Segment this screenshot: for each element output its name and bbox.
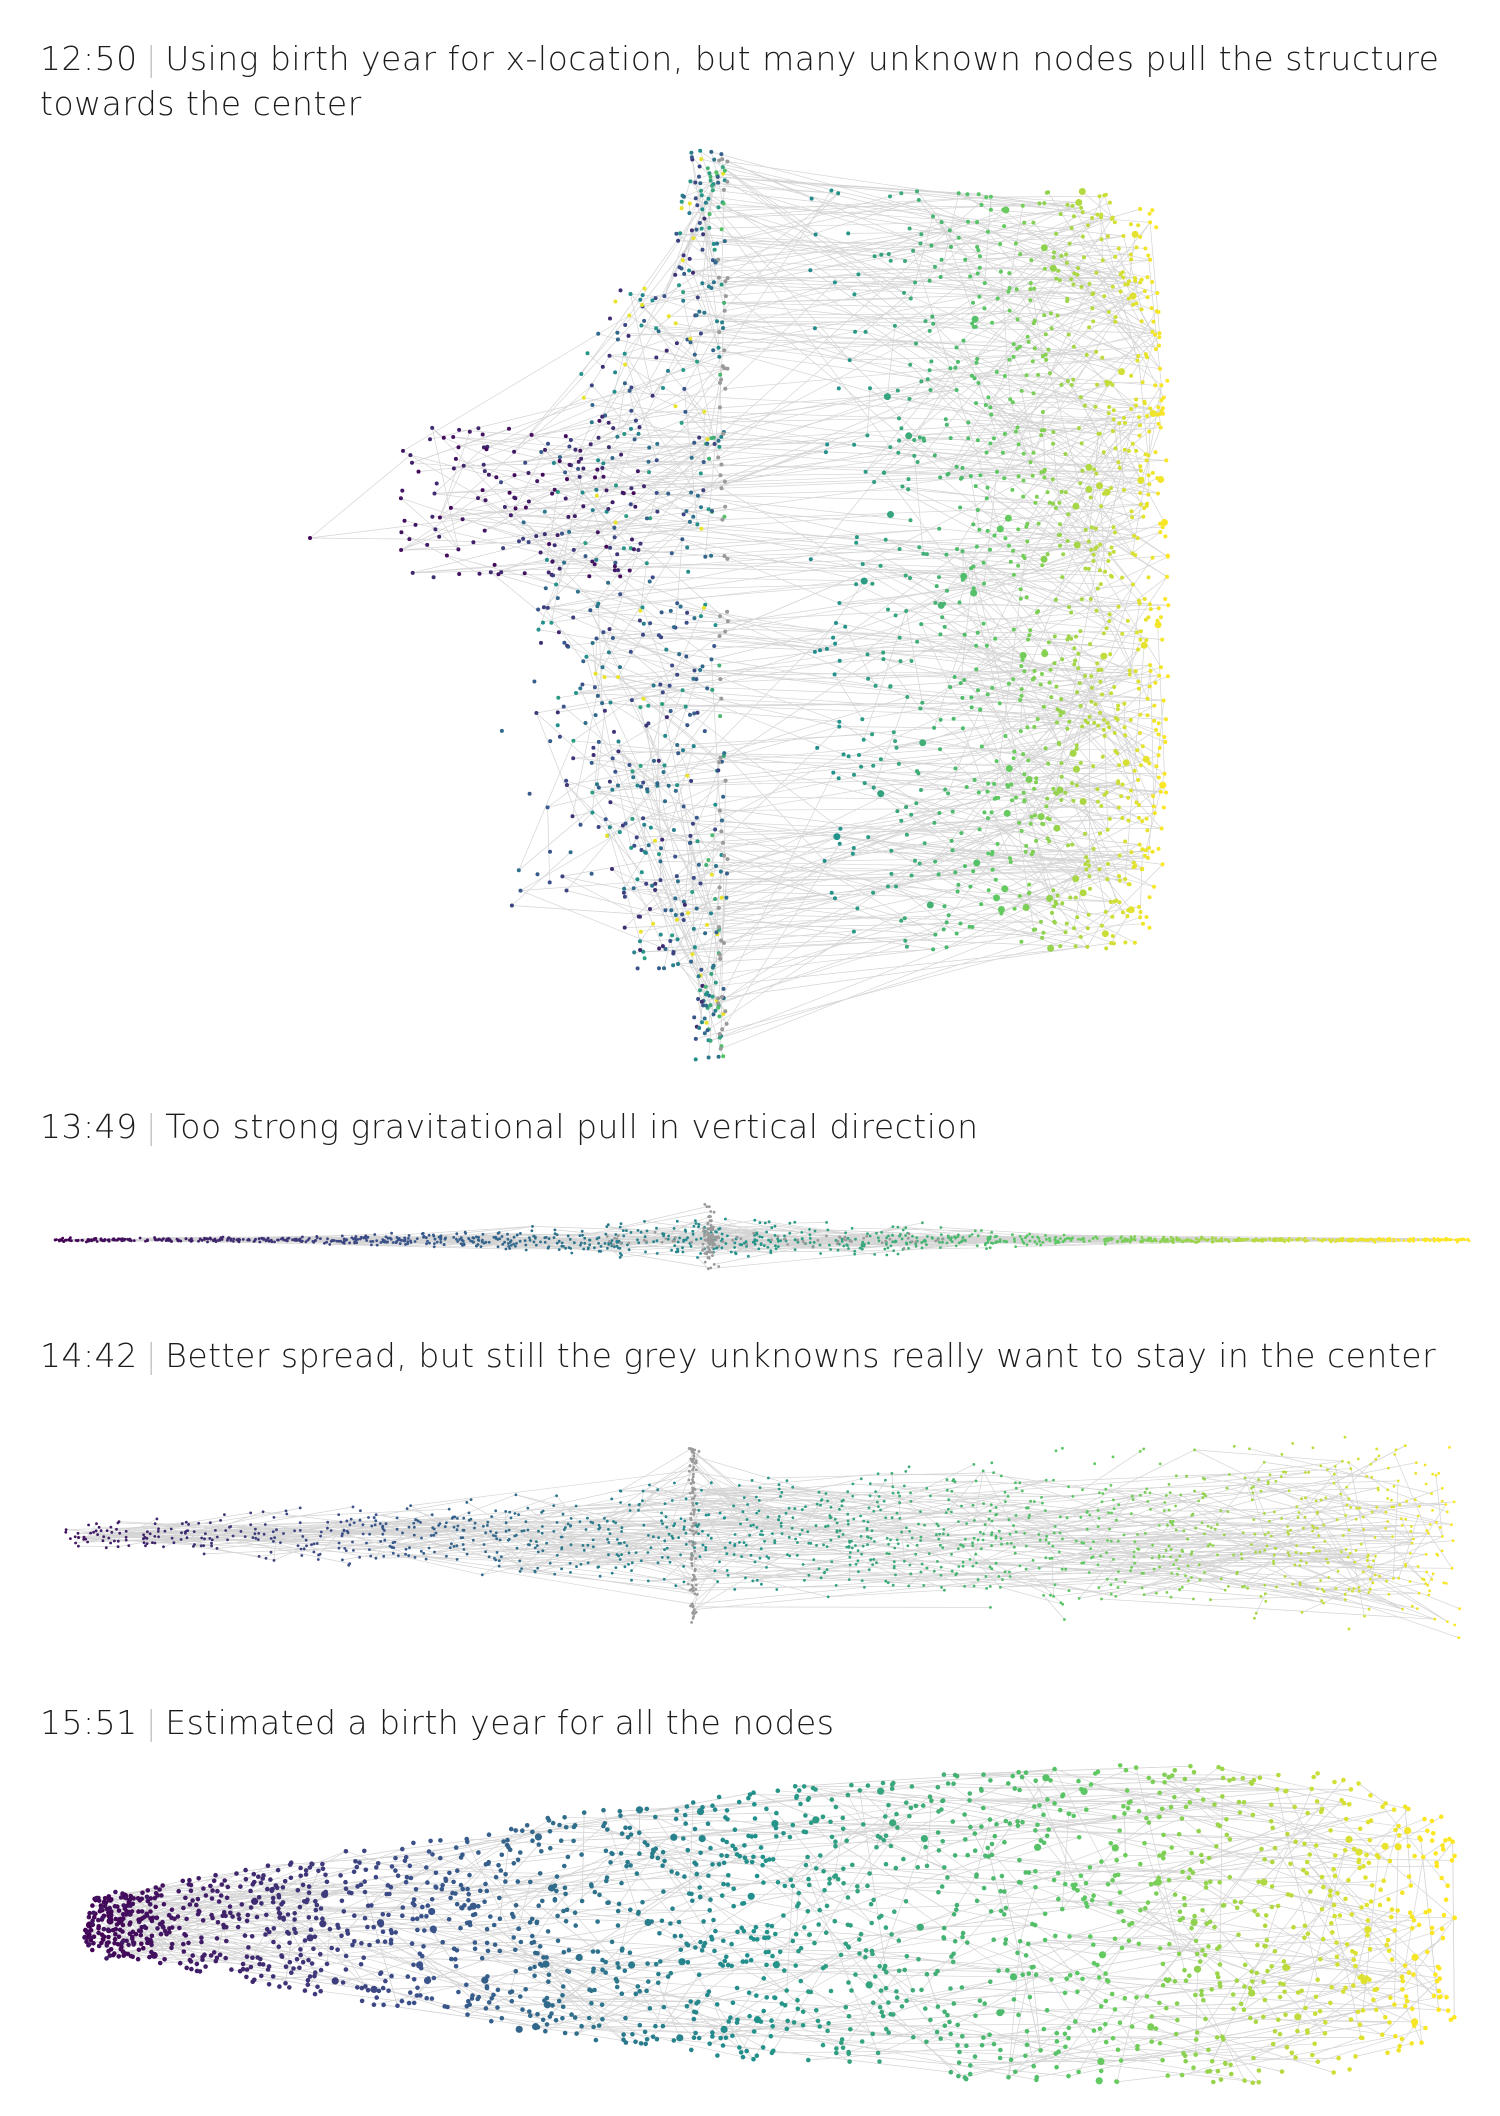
network-graph-1250 [308,148,1171,1062]
network-panel-1349 [0,1180,1500,1300]
caption-text: Better spread, but still the grey unknow… [165,1336,1437,1375]
caption-1442: 14:42 | Better spread, but still the grey … [40,1333,1460,1378]
caption-time: 15:51 [40,1703,138,1742]
network-panel-1442 [0,1420,1500,1670]
caption-1551: 15:51 | Estimated a birth year for all the… [40,1700,1460,1745]
network-panel-1250 [0,130,1500,1070]
caption-1349: 13:49 | Too strong gravitational pull in v… [40,1104,1460,1149]
caption-time: 12:50 [40,39,138,78]
caption-text: Too strong gravitational pull in vertica… [165,1107,979,1146]
graph-1349-nodes [53,1203,1471,1271]
network-panel-1551 [0,1760,1500,2100]
caption-text: Using birth year for x-location, but man… [40,39,1440,123]
caption-1250: 12:50 | Using birth year for x-location, b… [40,36,1460,126]
caption-time: 13:49 [40,1107,138,1146]
graph-1250-nodes [308,148,1171,1062]
network-graph-1442 [64,1435,1461,1640]
graph-1442-edges [66,1445,1460,1639]
caption-separator: | [145,1703,158,1742]
caption-separator: | [145,39,158,78]
network-graph-1349 [53,1203,1471,1271]
caption-text: Estimated a birth year for all the nodes [165,1703,835,1742]
caption-separator: | [145,1107,158,1146]
network-graph-1551 [82,1763,1457,2086]
graph-1250-edges [309,150,1169,1058]
graph-1551-edges [84,1765,1455,2083]
caption-separator: | [145,1336,158,1375]
graph-1551-nodes [82,1763,1457,2086]
caption-time: 14:42 [40,1336,138,1375]
graph-1442-nodes [64,1435,1461,1640]
